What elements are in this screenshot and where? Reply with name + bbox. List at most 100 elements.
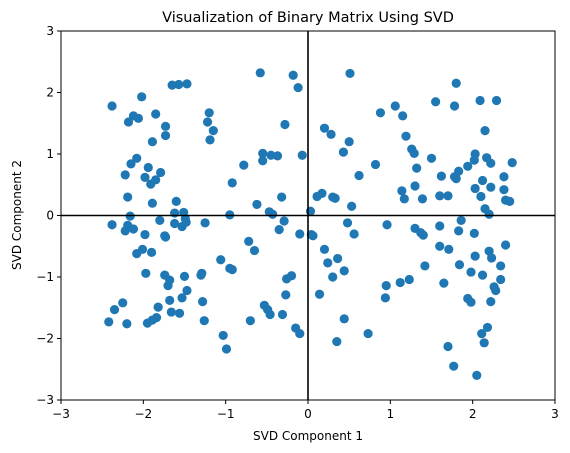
data-point — [482, 322, 493, 333]
data-point — [177, 293, 187, 303]
x-tick-label: 0 — [304, 407, 312, 421]
data-point — [317, 188, 327, 198]
data-point — [221, 344, 232, 354]
data-point — [382, 220, 392, 230]
data-point — [496, 274, 506, 285]
data-point — [390, 101, 400, 111]
data-point — [218, 330, 228, 341]
data-point — [339, 314, 349, 324]
data-point — [347, 201, 357, 211]
data-point — [104, 317, 114, 327]
data-point — [147, 137, 157, 147]
x-tick-label: −2 — [134, 407, 152, 421]
data-point — [420, 261, 430, 271]
data-point — [123, 220, 133, 230]
data-point — [174, 308, 185, 318]
data-point — [323, 258, 333, 268]
data-point — [279, 216, 289, 226]
data-point — [487, 253, 497, 263]
data-point — [395, 277, 405, 288]
data-point — [469, 155, 479, 165]
data-point — [339, 266, 349, 276]
data-point — [216, 255, 226, 265]
x-tick-label: −3 — [52, 407, 70, 421]
x-tick-label: 3 — [551, 407, 559, 421]
data-point — [160, 231, 170, 241]
data-point — [274, 225, 284, 235]
data-point — [280, 119, 290, 130]
y-tick-label: −1 — [36, 270, 54, 284]
data-point — [344, 137, 354, 147]
data-point — [410, 181, 420, 191]
data-point — [120, 170, 130, 180]
data-point — [435, 191, 445, 201]
data-point — [155, 215, 165, 226]
data-point — [476, 191, 486, 202]
data-point — [354, 170, 364, 181]
data-point — [166, 307, 176, 317]
data-point — [295, 229, 305, 239]
data-point — [208, 126, 218, 136]
data-point — [171, 196, 181, 206]
data-point — [196, 270, 206, 280]
data-point — [179, 271, 190, 281]
y-axis-ticks: −3 −2 −1 0 1 2 3 — [36, 24, 61, 407]
data-point — [198, 297, 208, 307]
data-point — [431, 97, 441, 107]
data-point — [435, 241, 445, 251]
data-point — [252, 199, 262, 210]
data-point — [319, 244, 330, 254]
data-point — [469, 228, 479, 238]
data-point — [449, 361, 459, 371]
data-point — [338, 147, 348, 157]
data-point — [122, 319, 132, 329]
y-tick-label: 1 — [46, 147, 54, 161]
data-point — [147, 198, 157, 208]
data-point — [397, 186, 407, 196]
data-point — [486, 158, 496, 168]
data-point — [449, 101, 460, 111]
data-point — [454, 166, 464, 176]
data-point — [480, 126, 490, 136]
data-point — [326, 129, 336, 139]
data-point — [174, 79, 184, 90]
data-point — [133, 113, 143, 123]
x-tick-label: 2 — [469, 407, 477, 421]
y-tick-label: 2 — [46, 86, 54, 100]
data-point — [268, 209, 278, 219]
data-point — [507, 158, 517, 168]
data-point — [477, 270, 488, 280]
data-point — [375, 108, 386, 118]
data-point — [472, 370, 482, 380]
data-point — [107, 101, 117, 111]
data-point — [281, 290, 291, 300]
data-point — [297, 150, 307, 160]
data-point — [107, 220, 117, 230]
data-point — [199, 316, 209, 326]
data-point — [332, 336, 342, 347]
data-point — [227, 178, 237, 188]
data-point — [293, 82, 303, 93]
data-points — [104, 68, 517, 380]
data-point — [477, 175, 488, 186]
data-point — [182, 285, 192, 296]
data-point — [109, 305, 120, 315]
data-point — [475, 95, 485, 106]
data-point — [370, 159, 381, 170]
data-point — [444, 244, 454, 254]
data-point — [126, 159, 136, 169]
data-point — [182, 79, 192, 89]
data-point — [443, 191, 453, 201]
data-point — [118, 298, 128, 308]
data-point — [349, 229, 359, 239]
y-tick-label: −2 — [36, 332, 54, 346]
data-point — [418, 230, 428, 240]
data-point — [205, 135, 215, 145]
data-point — [151, 109, 161, 119]
data-point — [277, 192, 287, 202]
data-point — [480, 204, 490, 214]
data-point — [381, 281, 391, 291]
data-point — [412, 163, 422, 173]
data-point — [345, 68, 355, 79]
data-point — [308, 231, 318, 241]
